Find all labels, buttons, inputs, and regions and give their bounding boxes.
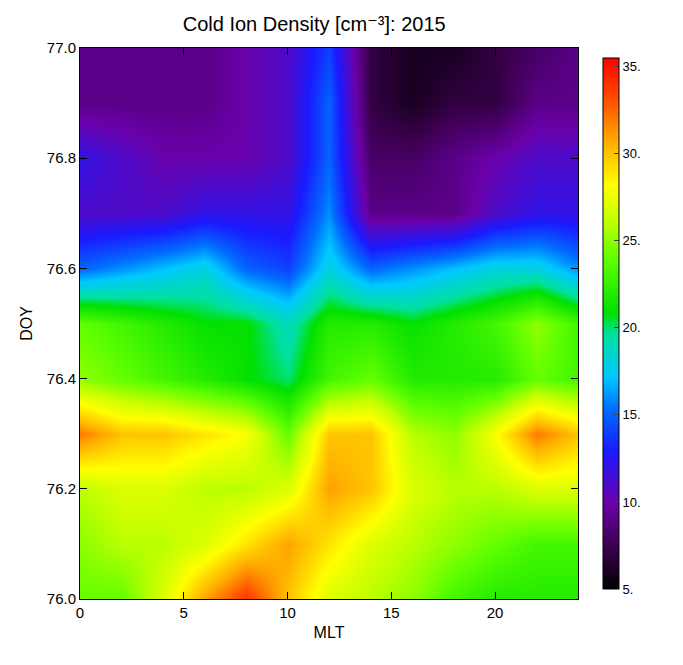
svg-text:15.: 15.	[623, 407, 641, 422]
svg-text:15: 15	[383, 604, 400, 621]
svg-text:25.: 25.	[623, 233, 641, 248]
svg-text:DOY: DOY	[18, 306, 35, 341]
svg-text:5: 5	[180, 604, 188, 621]
svg-text:35.: 35.	[623, 59, 641, 74]
svg-text:20.: 20.	[623, 320, 641, 335]
svg-text:76.6: 76.6	[47, 260, 76, 277]
svg-text:76.8: 76.8	[47, 149, 76, 166]
svg-text:20: 20	[487, 604, 504, 621]
svg-text:77.0: 77.0	[47, 39, 76, 56]
svg-text:10: 10	[279, 604, 296, 621]
svg-text:76.4: 76.4	[47, 370, 76, 387]
svg-text:76.2: 76.2	[47, 480, 76, 497]
svg-text:5.: 5.	[623, 582, 634, 597]
svg-text:30.: 30.	[623, 146, 641, 161]
svg-text:MLT: MLT	[314, 624, 345, 641]
svg-text:10.: 10.	[623, 495, 641, 510]
svg-text:Cold Ion Density [cm⁻³]: 2015: Cold Ion Density [cm⁻³]: 2015	[183, 13, 446, 35]
svg-text:76.0: 76.0	[47, 590, 76, 607]
svg-text:0: 0	[76, 604, 84, 621]
